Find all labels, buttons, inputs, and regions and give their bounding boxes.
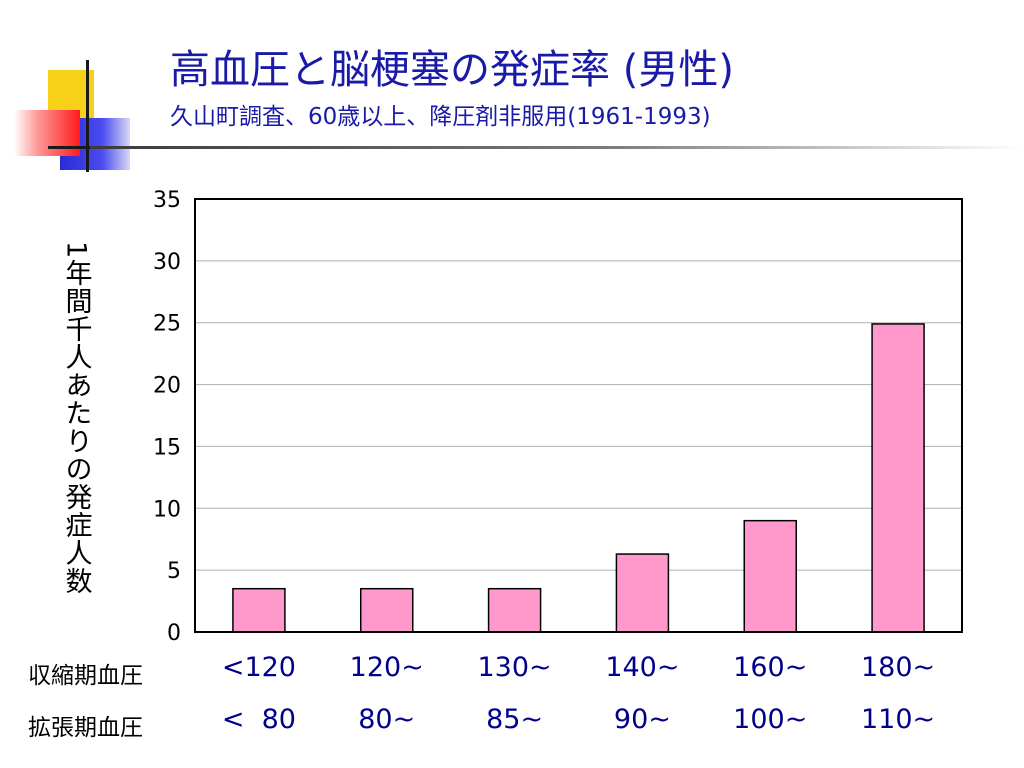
systolic-row-label: 収縮期血圧 — [28, 663, 143, 689]
y-tick-label: 25 — [153, 312, 181, 337]
diastolic-category-label: 110~ — [860, 704, 936, 735]
bar — [871, 323, 925, 633]
y-tick-label: 30 — [153, 250, 181, 275]
y-tick-labels: 0 5 10 15 20 25 30 35 — [153, 188, 181, 646]
y-tick-label: 15 — [153, 435, 181, 460]
bar — [615, 553, 670, 633]
diastolic-category-label: 90~ — [613, 704, 671, 735]
logo-vertical-line — [86, 60, 89, 172]
y-tick-label: 0 — [167, 621, 181, 646]
y-tick-label: 5 — [167, 559, 181, 584]
diastolic-category-label: 80~ — [358, 704, 416, 735]
title-rule — [90, 146, 1024, 149]
bars — [232, 323, 925, 633]
systolic-category-label: 120~ — [349, 652, 424, 683]
grid-lines — [195, 260, 962, 571]
y-axis-label-container: 1年間千人あたりの発症人数 — [56, 200, 96, 636]
diastolic-category-label: < 80 — [221, 704, 296, 735]
bar — [232, 587, 286, 633]
bar — [487, 587, 542, 633]
plot-frame — [194, 198, 963, 633]
systolic-category-label: 160~ — [733, 652, 808, 683]
slide-subtitle: 久山町調査、60歳以上、降圧剤非服用(1961-1993) — [170, 104, 711, 130]
bar — [360, 587, 414, 633]
y-tick-label: 10 — [153, 497, 181, 522]
systolic-category-label: 130~ — [477, 652, 552, 683]
y-tick-label: 20 — [153, 374, 181, 399]
bar — [743, 519, 797, 633]
systolic-category-label: 140~ — [605, 652, 680, 683]
systolic-category-label: <120 — [221, 652, 296, 683]
diastolic-category-label: 100~ — [733, 704, 808, 735]
diastolic-category-label: 85~ — [486, 704, 544, 735]
logo-decoration — [0, 0, 160, 180]
systolic-category-label: 180~ — [860, 652, 936, 683]
slide-title: 高血圧と脳梗塞の発症率 (男性) — [170, 47, 734, 93]
y-axis-label: 1年間千人あたりの発症人数 — [60, 240, 92, 596]
diastolic-row-label: 拡張期血圧 — [28, 715, 143, 741]
y-tick-label: 35 — [153, 188, 181, 213]
